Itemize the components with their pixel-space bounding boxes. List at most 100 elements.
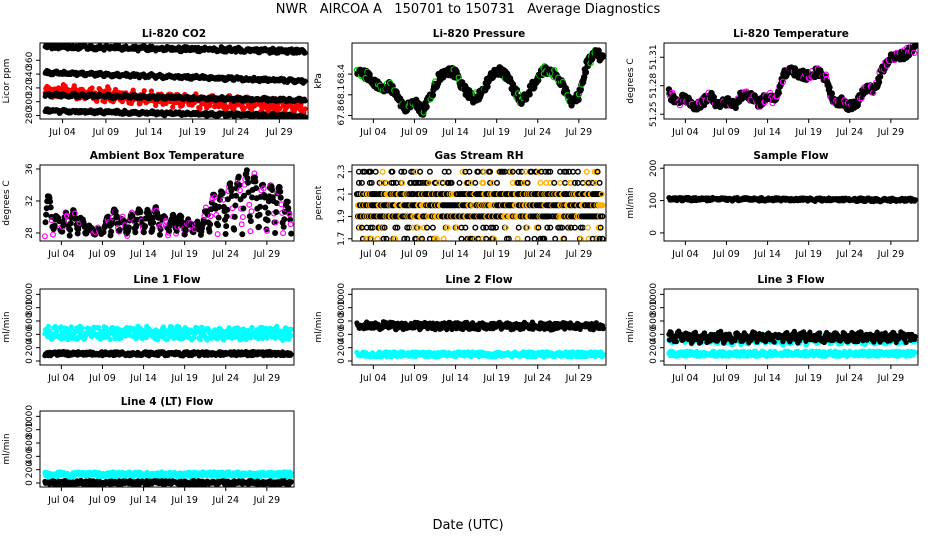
point-rh	[421, 224, 428, 231]
point-rh	[480, 179, 487, 186]
point-box-temp	[246, 213, 253, 220]
point-rh	[518, 168, 525, 175]
point-box-temp	[237, 187, 244, 194]
point-rh	[389, 168, 396, 175]
point-rh	[563, 168, 570, 175]
point-pressure	[582, 69, 590, 76]
point-temperature	[822, 71, 830, 78]
point-box-temp	[240, 205, 247, 212]
y-axis-label: percent	[314, 185, 324, 220]
point-box-temp	[219, 190, 226, 197]
y-tick-label: 340	[25, 65, 35, 82]
point-rh	[401, 168, 408, 175]
point-rh	[423, 179, 430, 186]
point-rh	[383, 179, 390, 186]
point-rh	[544, 224, 551, 231]
point-rh	[487, 179, 494, 186]
point-temperature	[775, 89, 783, 97]
x-tick-label: Jul 19	[794, 127, 822, 138]
point-box-temp	[256, 211, 263, 218]
point-box-temp	[224, 196, 231, 203]
point-rh	[557, 224, 564, 231]
point-box-temp	[264, 227, 271, 234]
point-temperature	[779, 78, 787, 86]
y-tick-label: 0	[649, 230, 659, 236]
point-rh	[399, 179, 406, 186]
point-rh	[571, 179, 578, 186]
point-rh	[524, 224, 531, 231]
point-box-temp	[257, 203, 264, 210]
point-box-temp	[239, 231, 246, 238]
point-box-temp	[232, 202, 239, 209]
point-rh	[393, 179, 400, 186]
point-box-temp	[140, 229, 147, 236]
point-rh	[475, 235, 482, 241]
point-rh	[547, 224, 554, 231]
point-box-temp	[287, 216, 294, 223]
point-box-temp	[265, 210, 272, 217]
x-tick-label: Jul 24	[835, 127, 863, 138]
point-box-temp	[260, 185, 267, 192]
point-ambient	[163, 100, 169, 107]
x-tick-label: Jul 19	[178, 127, 206, 138]
point-box-temp	[215, 214, 222, 221]
point-ambient	[89, 85, 95, 91]
point-line1-a	[68, 324, 74, 330]
point-box-temp	[238, 221, 245, 228]
point-box-temp	[166, 227, 173, 234]
point-rh	[425, 179, 432, 186]
point-std-low-mid	[302, 98, 308, 104]
point-rh	[393, 213, 400, 220]
point-box-temp	[207, 221, 214, 228]
x-tick-label: Jul 19	[170, 249, 198, 260]
point-box-temp	[248, 208, 255, 215]
point-box-temp	[272, 219, 279, 226]
y-tick-label: 68.1	[337, 85, 347, 105]
point-box-temp	[178, 213, 185, 220]
y-tick-label: 360	[25, 51, 35, 68]
x-tick-label: Jul 09	[400, 249, 428, 260]
data-points	[353, 46, 606, 118]
point-rh	[417, 168, 424, 175]
point-rh	[584, 224, 591, 231]
point-rh	[440, 235, 447, 241]
point-box-temp	[211, 194, 218, 201]
data-points	[666, 194, 918, 205]
y-tick-label: 51.28	[649, 73, 659, 99]
point-rh	[565, 224, 572, 231]
point-box-temp	[245, 189, 252, 196]
point-box-temp	[235, 173, 242, 180]
point-line1-a	[45, 323, 52, 330]
x-tick-label: Jul 04	[48, 127, 76, 138]
point-rh	[552, 235, 559, 241]
point-box-temp	[231, 213, 238, 220]
point-rh	[444, 224, 451, 231]
point-pressure	[526, 91, 533, 98]
y-tick-label: 1.9	[337, 209, 347, 224]
point-rh	[398, 168, 405, 175]
point-box-temp	[272, 230, 279, 237]
x-tick-label: Jul 24	[523, 127, 551, 138]
point-pressure	[423, 103, 430, 111]
y-tick-label: 100	[649, 192, 659, 209]
point-rh	[499, 168, 506, 175]
point-ambient	[141, 88, 147, 94]
x-tick-label: Jul 19	[482, 249, 510, 260]
point-rh	[535, 224, 542, 231]
point-rh	[583, 168, 590, 175]
y-tick-label: 280	[25, 107, 35, 124]
point-rh	[417, 179, 424, 186]
point-box-temp	[264, 217, 271, 224]
x-tick-label: Jul 29	[265, 127, 293, 138]
point-box-temp	[285, 205, 292, 212]
point-box-temp	[249, 194, 256, 201]
point-rh	[538, 168, 545, 175]
point-rh	[598, 191, 605, 198]
point-box-temp	[157, 231, 164, 238]
point-box-temp	[158, 222, 165, 229]
point-box-temp	[66, 232, 73, 239]
data-points	[42, 43, 308, 119]
y-tick-label: 51.31	[649, 44, 659, 70]
point-rh	[466, 168, 473, 175]
